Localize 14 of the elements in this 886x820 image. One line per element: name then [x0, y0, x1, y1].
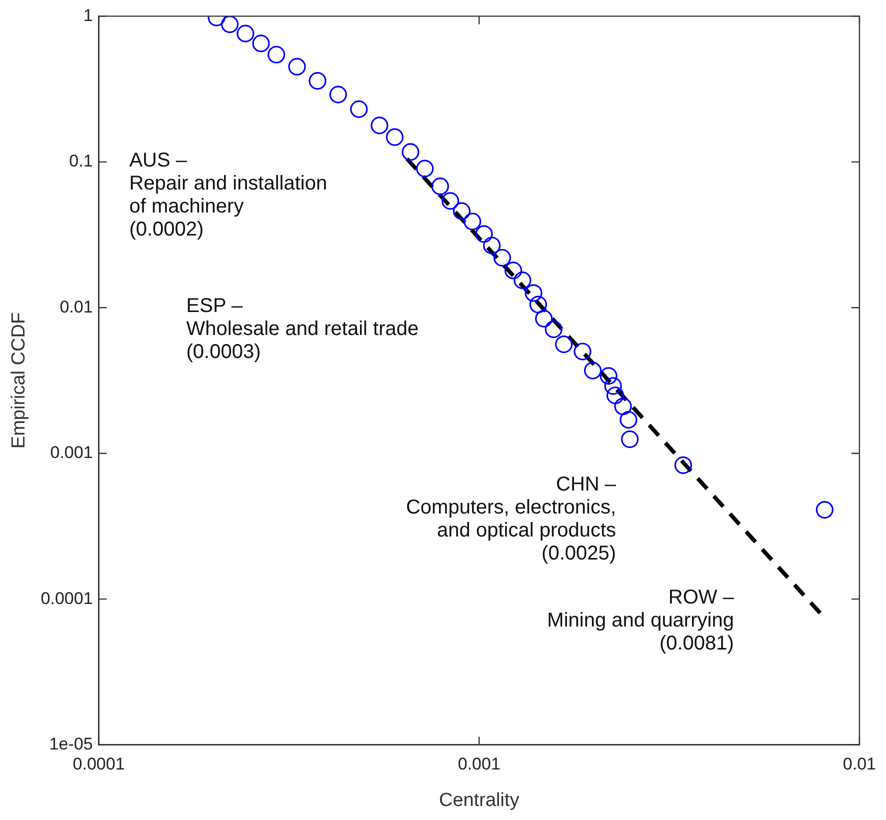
y-tick-label: 0.1 — [69, 152, 93, 171]
annotation: ESP – Wholesale and retail trade (0.0003) — [186, 295, 419, 364]
x-tick-label: 0.001 — [458, 754, 500, 774]
x-axis-title: Centrality — [439, 790, 520, 811]
y-axis-title: Empirical CCDF — [8, 312, 30, 449]
annotation: ROW – Mining and quarrying (0.0081) — [547, 586, 735, 655]
y-tick-label: 0.0001 — [40, 588, 93, 608]
y-tick-label: 1e-05 — [49, 734, 93, 754]
y-tick-label: 0.01 — [60, 297, 93, 316]
annotation: AUS – Repair and installation of machinery (0.0002) — [129, 150, 328, 241]
y-tick-label: 1 — [83, 6, 93, 25]
annotation: CHN – Computers, electronics, and optical products (0.0025) — [406, 474, 617, 565]
y-tick-label: 0.001 — [50, 443, 93, 462]
x-tick-label: 0.01 — [842, 754, 876, 774]
